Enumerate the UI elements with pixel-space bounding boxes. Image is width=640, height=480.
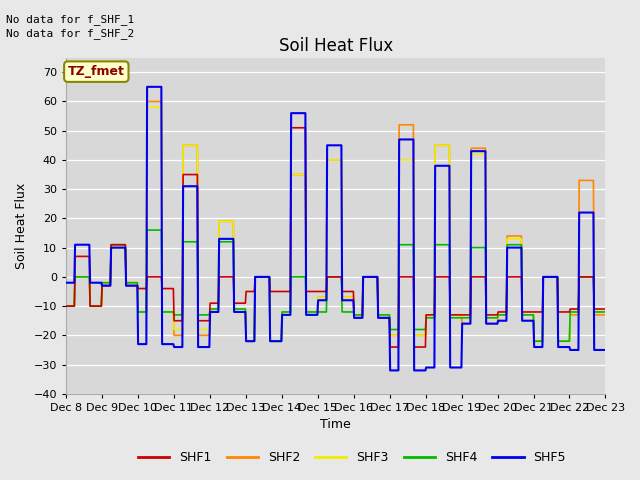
Text: No data for f_SHF_1: No data for f_SHF_1 [6, 13, 134, 24]
Title: Soil Heat Flux: Soil Heat Flux [278, 36, 393, 55]
Text: TZ_fmet: TZ_fmet [68, 65, 125, 78]
X-axis label: Time: Time [321, 419, 351, 432]
Text: No data for f_SHF_2: No data for f_SHF_2 [6, 28, 134, 39]
Y-axis label: Soil Heat Flux: Soil Heat Flux [15, 182, 28, 269]
Legend: SHF1, SHF2, SHF3, SHF4, SHF5: SHF1, SHF2, SHF3, SHF4, SHF5 [133, 446, 571, 469]
